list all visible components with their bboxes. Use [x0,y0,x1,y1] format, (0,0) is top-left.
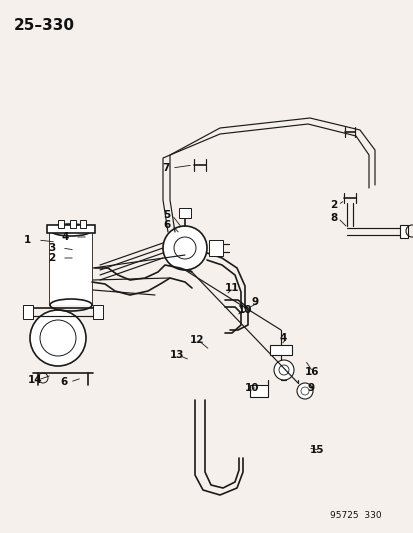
Text: 9: 9 [307,383,314,393]
Text: 6: 6 [60,377,67,387]
Bar [80,220,86,228]
Text: 14: 14 [28,375,43,385]
Text: 4: 4 [62,232,69,242]
Text: 2: 2 [329,200,337,210]
Text: 10: 10 [244,383,259,393]
Circle shape [296,383,312,399]
Text: 16: 16 [304,367,319,377]
Text: 95725  330: 95725 330 [329,511,381,520]
Bar [23,305,33,319]
Bar [209,240,223,256]
Text: 7: 7 [161,163,169,173]
Bar [249,385,267,397]
Text: 6: 6 [163,220,170,230]
Bar [50,230,92,305]
Text: 15: 15 [309,445,324,455]
Text: 8: 8 [329,213,337,223]
Bar [93,305,103,319]
Bar [269,345,291,355]
Text: 12: 12 [190,335,204,345]
Bar [70,220,76,228]
Text: 1: 1 [24,235,31,245]
Text: 25–330: 25–330 [14,18,75,33]
Text: 5: 5 [163,210,170,220]
Text: 10: 10 [237,305,252,315]
Text: 13: 13 [170,350,184,360]
Text: 2: 2 [48,253,55,263]
Text: 11: 11 [224,283,239,293]
Text: 4: 4 [279,333,287,343]
Circle shape [163,226,206,270]
Text: 9: 9 [252,297,259,307]
Bar [178,208,190,218]
Bar [58,220,64,228]
Bar [399,225,407,238]
Circle shape [30,310,86,366]
Bar [47,225,95,233]
Circle shape [273,360,293,380]
Text: 3: 3 [48,243,55,253]
